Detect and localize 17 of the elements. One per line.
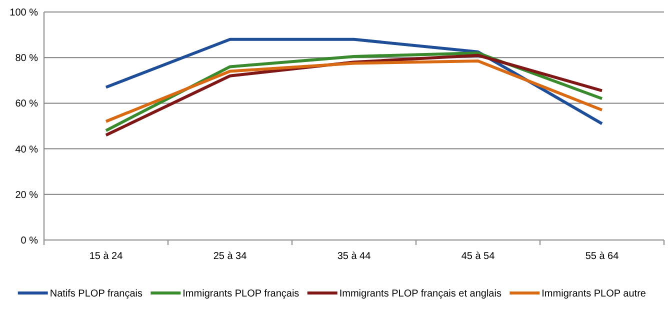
x-tick-label: 25 à 34 (213, 251, 248, 262)
legend-label: Immigrants PLOP français et anglais (339, 288, 502, 300)
y-tick-label: 0 % (20, 236, 38, 246)
y-tick-label: 60 % (15, 98, 38, 110)
x-tick-label: 35 à 44 (337, 251, 372, 262)
line-series (104, 60, 604, 123)
legend-label: Natifs PLOP français (50, 288, 142, 300)
y-tick-label: 40 % (15, 144, 38, 156)
x-tick-label: 15 à 24 (89, 251, 124, 262)
line-series (104, 38, 604, 126)
x-tick-label: 55 à 64 (585, 251, 620, 262)
x-tick-label: 45 à 54 (461, 251, 496, 262)
legend-label: Immigrants PLOP français (182, 288, 300, 300)
y-tick-label: 20 % (15, 190, 38, 201)
legend-label: Immigrants PLOP autre (542, 288, 646, 300)
y-tick-label: 100 % (10, 8, 38, 18)
y-tick-label: 80 % (15, 53, 38, 64)
